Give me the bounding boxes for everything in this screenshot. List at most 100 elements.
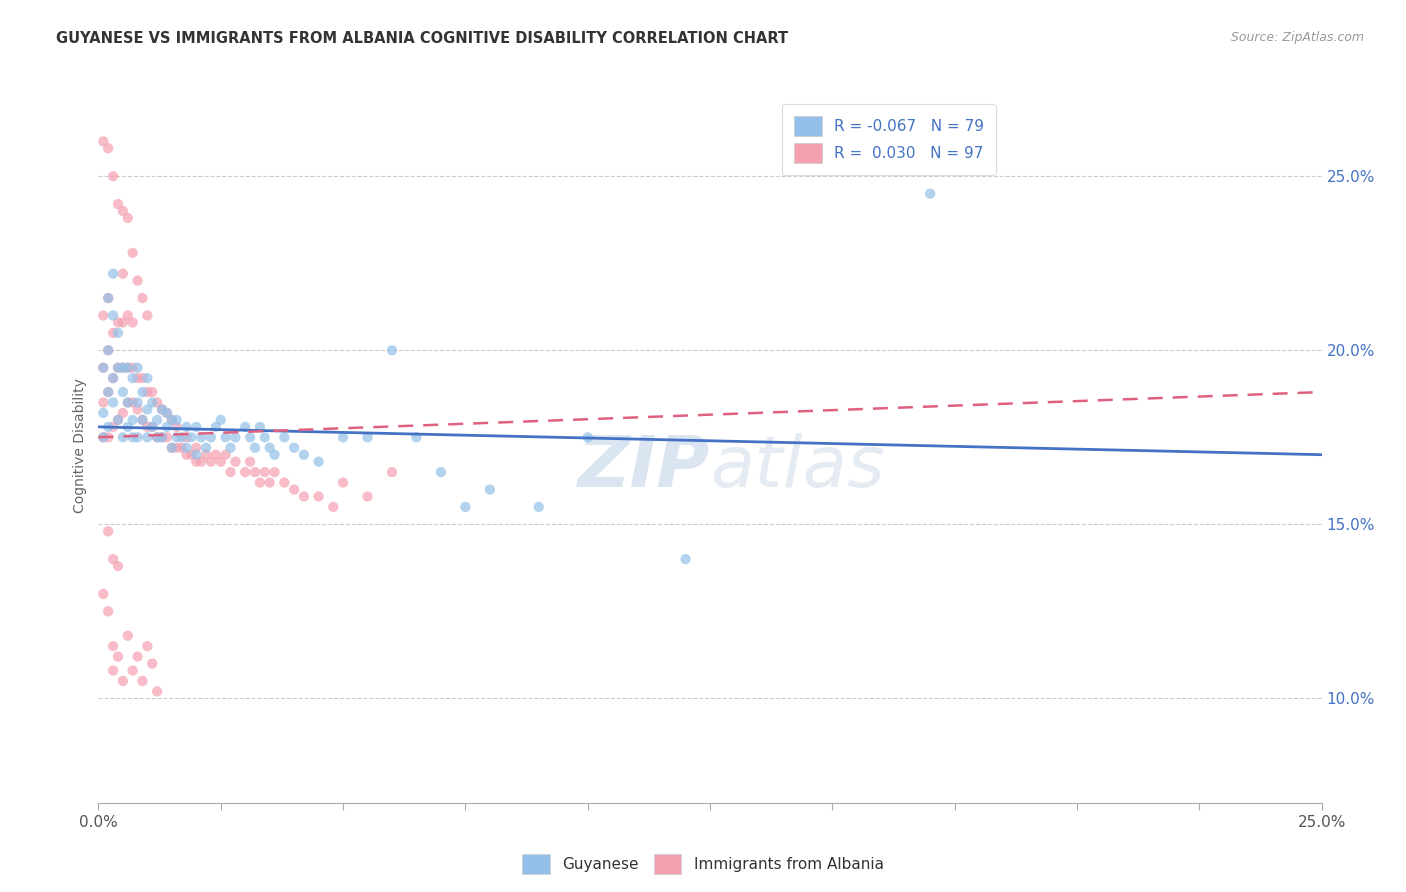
Point (166, 413, 188, 427)
Point (186, 441, 208, 455)
Point (920, 186, 942, 201)
Point (97, 420, 120, 434)
Point (127, 274, 149, 288)
Legend: Guyanese, Immigrants from Albania: Guyanese, Immigrants from Albania (516, 848, 890, 880)
Point (176, 448, 198, 462)
Point (233, 420, 256, 434)
Point (101, 371, 124, 385)
Point (91, 406, 114, 420)
Point (121, 395, 143, 409)
Point (180, 430, 202, 444)
Point (91, 430, 114, 444)
Point (243, 441, 266, 455)
Point (195, 441, 218, 455)
Point (214, 448, 236, 462)
Point (101, 664, 124, 678)
Point (195, 448, 218, 462)
Point (186, 420, 208, 434)
Point (219, 441, 242, 455)
Point (117, 309, 139, 323)
Point (97, 385, 120, 400)
Y-axis label: Cognitive Disability: Cognitive Disability (73, 378, 87, 514)
Point (332, 475, 354, 490)
Point (101, 169, 124, 184)
Point (190, 430, 212, 444)
Point (91, 395, 114, 409)
Point (308, 490, 330, 504)
Point (576, 430, 599, 444)
Point (283, 483, 305, 497)
Point (107, 326, 129, 340)
Point (121, 664, 143, 678)
Point (160, 441, 183, 455)
Point (101, 326, 124, 340)
Point (160, 413, 183, 427)
Point (160, 413, 183, 427)
Point (233, 465, 256, 479)
Point (97, 604, 120, 618)
Point (430, 465, 453, 479)
Point (200, 455, 222, 469)
Point (239, 455, 262, 469)
Point (356, 490, 378, 504)
Point (111, 360, 134, 375)
Point (101, 371, 124, 385)
Point (454, 500, 477, 514)
Point (141, 385, 163, 400)
Point (107, 315, 129, 329)
Point (478, 483, 501, 497)
Point (219, 465, 242, 479)
Point (283, 441, 305, 455)
Point (141, 657, 163, 671)
Point (91, 360, 114, 375)
Point (186, 455, 208, 469)
Point (675, 552, 697, 566)
Point (127, 649, 149, 664)
Point (253, 430, 276, 444)
Point (107, 649, 129, 664)
Point (200, 430, 222, 444)
Point (107, 413, 129, 427)
Legend: R = -0.067   N = 79, R =  0.030   N = 97: R = -0.067 N = 79, R = 0.030 N = 97 (782, 104, 995, 176)
Point (292, 448, 315, 462)
Point (91, 587, 114, 601)
Point (146, 395, 169, 409)
Point (107, 360, 129, 375)
Point (91, 309, 114, 323)
Point (146, 430, 169, 444)
Point (205, 420, 228, 434)
Point (121, 413, 143, 427)
Point (209, 413, 232, 427)
Point (259, 475, 281, 490)
Point (117, 395, 139, 409)
Point (127, 371, 149, 385)
Point (111, 315, 134, 329)
Point (141, 420, 163, 434)
Point (121, 315, 143, 329)
Point (101, 267, 124, 281)
Point (224, 430, 246, 444)
Point (111, 406, 134, 420)
Point (214, 430, 236, 444)
Point (190, 455, 212, 469)
Text: atlas: atlas (710, 433, 884, 502)
Point (176, 441, 198, 455)
Point (107, 360, 129, 375)
Point (121, 430, 143, 444)
Point (176, 420, 198, 434)
Point (170, 430, 193, 444)
Point (146, 684, 169, 698)
Point (131, 385, 153, 400)
Point (136, 639, 159, 653)
Point (107, 413, 129, 427)
Point (381, 465, 404, 479)
Point (121, 371, 143, 385)
Point (97, 291, 120, 305)
Point (249, 475, 271, 490)
Point (259, 441, 281, 455)
Point (117, 629, 139, 643)
Point (356, 430, 378, 444)
Point (97, 343, 120, 358)
Point (156, 406, 179, 420)
Point (166, 441, 188, 455)
